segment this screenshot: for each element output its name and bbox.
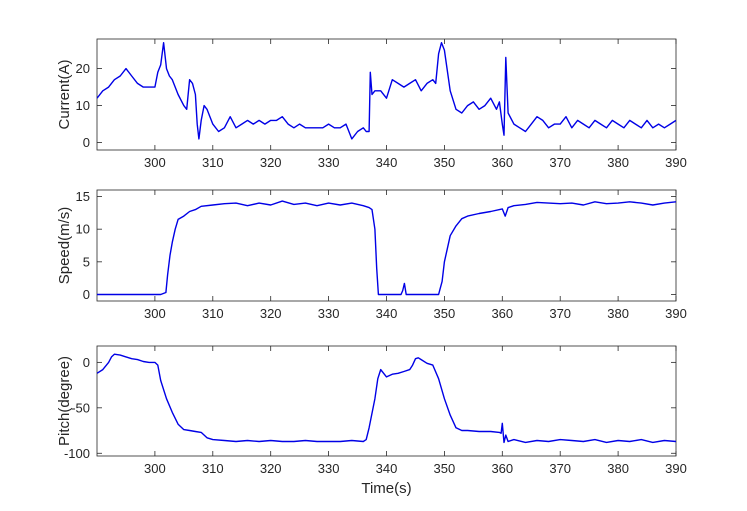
current-x-tick-label: 390: [665, 155, 687, 170]
speed-x-tick-label: 370: [549, 306, 571, 321]
current-y-tick-label: 20: [76, 61, 90, 76]
pitch-y-tick-label: 0: [83, 355, 90, 370]
pitch-x-tick-label: 320: [260, 461, 282, 476]
current-x-tick-label: 320: [260, 155, 282, 170]
pitch-chart: 300 310 320 330 340 350 360 370 380 390 -100 -50 0 Pi…: [56, 345, 687, 497]
speed-x-tick-label: 340: [376, 306, 398, 321]
speed-y-tick-label: 0: [83, 287, 90, 302]
speed-y-tick-label: 15: [76, 189, 90, 204]
current-y-tick-label: 0: [83, 135, 90, 150]
speed-x-tick-label: 310: [202, 306, 224, 321]
current-x-tick-label: 350: [434, 155, 456, 170]
pitch-x-axis-label: Time(s): [361, 480, 411, 497]
speed-x-tick-label: 350: [434, 306, 456, 321]
speed-x-tick-label: 360: [491, 306, 513, 321]
current-y-tick-label: 10: [76, 98, 90, 113]
speed-x-tick-label: 390: [665, 306, 687, 321]
current-x-tick-label: 310: [202, 155, 224, 170]
speed-x-tick-label: 300: [144, 306, 166, 321]
pitch-y-tick-label: -50: [71, 400, 90, 415]
speed-chart: 300 310 320 330 340 350 360 370 380 390 0 5 10 15Spee…: [56, 189, 687, 321]
current-x-tick-label: 360: [491, 155, 513, 170]
current-chart: 300 310 320 330 340 350 360 370 380 390 0 10 20Curre…: [56, 38, 687, 170]
pitch-x-tick-label: 360: [491, 461, 513, 476]
speed-x-tick-label: 380: [607, 306, 629, 321]
pitch-y-axis-label: Pitch(degree): [56, 356, 73, 446]
current-x-tick-label: 300: [144, 155, 166, 170]
current-y-axis-label: Current(A): [56, 59, 73, 129]
current-x-tick-label: 370: [549, 155, 571, 170]
speed-y-tick-label: 5: [83, 254, 90, 269]
speed-series-line: [97, 200, 676, 296]
pitch-x-tick-label: 340: [376, 461, 398, 476]
pitch-x-tick-label: 330: [318, 461, 340, 476]
speed-y-tick-label: 10: [76, 222, 90, 237]
pitch-x-tick-label: 370: [549, 461, 571, 476]
pitch-series-line: [97, 353, 676, 444]
pitch-x-tick-label: 390: [665, 461, 687, 476]
pitch-plot-frame: [96, 345, 677, 457]
pitch-x-tick-label: 350: [434, 461, 456, 476]
current-plot-frame: [96, 38, 677, 151]
speed-plot-frame: [96, 189, 677, 302]
speed-x-tick-label: 330: [318, 306, 340, 321]
current-x-tick-label: 330: [318, 155, 340, 170]
pitch-y-tick-label: -100: [64, 446, 90, 461]
current-x-tick-label: 340: [376, 155, 398, 170]
pitch-x-tick-label: 380: [607, 461, 629, 476]
pitch-x-tick-label: 310: [202, 461, 224, 476]
pitch-x-tick-label: 300: [144, 461, 166, 476]
speed-y-axis-label: Speed(m/s): [56, 207, 73, 285]
speed-x-tick-label: 320: [260, 306, 282, 321]
current-x-tick-label: 380: [607, 155, 629, 170]
current-series-line: [97, 42, 676, 140]
